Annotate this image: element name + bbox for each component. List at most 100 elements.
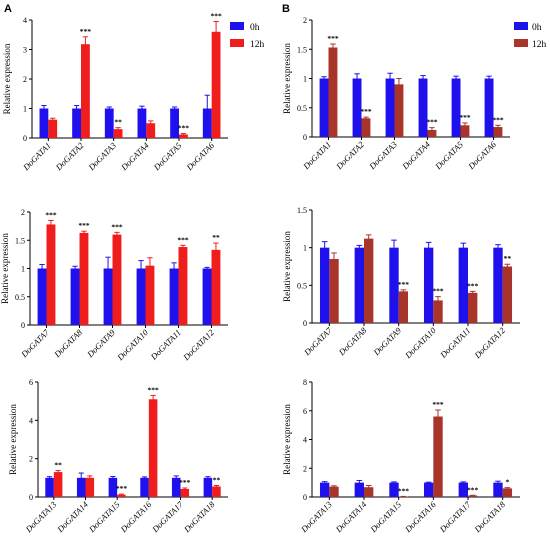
x-tick-label: DoGATA3	[366, 139, 398, 171]
y-axis-title: Relative expression	[0, 233, 10, 304]
x-tick-label: DoGATA14	[333, 499, 369, 535]
significance-label: ***	[210, 11, 222, 20]
y-tick-label: 0	[29, 493, 33, 502]
bar-12h	[53, 472, 63, 497]
y-axis-title: Relative expression	[282, 231, 292, 302]
bar-12h	[148, 399, 158, 497]
bar-12h	[460, 125, 470, 137]
y-axis-title: Relative expression	[282, 43, 292, 114]
bar-0h	[423, 247, 434, 323]
bar-0h	[319, 247, 330, 323]
significance-label: ***	[78, 221, 90, 230]
x-tick-label: DoGATA1	[20, 140, 52, 172]
bar-0h	[203, 477, 213, 497]
significance-label: ***	[179, 478, 191, 487]
x-tick-label: DoGATA17	[149, 499, 185, 535]
significance-label: **	[54, 461, 62, 470]
x-tick-label: DoGATA4	[118, 140, 151, 173]
bar-12h	[178, 247, 188, 325]
y-tick-label: 0.5	[297, 281, 307, 290]
bar-0h	[354, 247, 364, 323]
y-tick-label: 1	[21, 265, 25, 274]
bar-12h	[180, 488, 190, 497]
legend-b: 0h 12h	[514, 22, 547, 50]
bar-0h	[70, 268, 80, 325]
significance-label: **	[504, 254, 512, 263]
bar-0h	[319, 78, 329, 137]
x-tick-label: DoGATA7	[18, 327, 51, 360]
bar-0h	[423, 482, 434, 497]
significance-label: ***	[360, 107, 372, 116]
y-axis-title: Relative expression	[2, 43, 12, 114]
y-tick-label: 0	[23, 134, 27, 143]
bar-0h	[389, 247, 399, 323]
bar-12h	[117, 494, 126, 497]
bar-12h	[146, 123, 156, 138]
y-tick-label: 2	[21, 208, 25, 217]
significance-label: ***	[398, 280, 410, 289]
bar-12h	[468, 495, 478, 497]
bar-12h	[361, 118, 371, 137]
x-tick-label: DoGATA5	[151, 140, 183, 172]
x-tick-label: DoGATA17	[437, 499, 473, 535]
x-tick-label: DoGATA4	[399, 139, 432, 172]
bar-0h	[352, 78, 362, 137]
bar-0h	[202, 268, 212, 325]
bar-12h	[48, 119, 58, 138]
bar-0h	[76, 477, 86, 497]
bar-0h	[39, 108, 49, 138]
x-tick-label: DoGATA14	[54, 499, 90, 535]
x-tick-label: DoGATA16	[402, 499, 438, 535]
bar-12h	[79, 232, 89, 325]
bar-12h	[493, 127, 503, 137]
y-tick-label: 1	[303, 244, 307, 253]
bar-12h	[433, 416, 443, 497]
bar-0h	[103, 268, 113, 325]
bar-12h	[502, 266, 513, 323]
bar-0h	[389, 482, 399, 497]
significance-label: ***	[178, 124, 190, 133]
significance-label: ***	[432, 400, 444, 409]
bar-0h	[458, 247, 468, 323]
y-tick-label: 1.5	[297, 206, 307, 215]
bar-12h	[329, 486, 339, 497]
bar-12h	[433, 300, 443, 323]
y-tick-label: 2	[23, 75, 27, 84]
y-tick-label: 0.5	[297, 104, 307, 113]
legend-a: 0h 12h	[230, 22, 265, 50]
significance-label: ***	[80, 27, 92, 36]
y-tick-label: 1	[23, 105, 27, 114]
y-tick-label: 0.5	[15, 293, 25, 302]
x-tick-label: DoGATA6	[184, 140, 217, 173]
panel-label-b: B	[282, 3, 290, 15]
x-tick-label: DoGATA1	[300, 139, 332, 171]
chart-b-bot: 0 2 4 6 8 Relative expression DoGATA13 DoGATA14…	[282, 378, 520, 535]
significance-label: ***	[116, 484, 128, 493]
bar-0h	[37, 268, 47, 325]
x-tick-label: DoGATA8	[51, 327, 84, 360]
bar-12h	[81, 44, 90, 138]
y-tick-label: 0	[303, 493, 307, 502]
x-tick-label: DoGATA12	[472, 325, 508, 361]
x-tick-label: DoGATA11	[148, 327, 183, 362]
y-tick-label: 1	[303, 75, 307, 84]
legend-label-0h-b: 0h	[532, 23, 542, 33]
x-tick-label: DoGATA9	[371, 325, 404, 358]
significance-label: **	[212, 233, 220, 242]
significance-label: ***	[426, 118, 438, 127]
bar-12h	[112, 234, 122, 325]
y-tick-label: 6	[29, 378, 33, 387]
bar-0h	[169, 268, 179, 325]
significance-label: *	[505, 478, 509, 487]
bar-0h	[202, 108, 212, 138]
y-tick-label: 4	[23, 16, 27, 25]
bar-12h	[46, 224, 56, 325]
bar-12h	[329, 258, 339, 323]
x-tick-label: DoGATA2	[53, 140, 86, 173]
y-tick-label: 0	[21, 321, 25, 330]
y-axis-title: Relative expression	[8, 404, 18, 475]
significance-label: ***	[327, 34, 339, 43]
significance-label: ***	[432, 287, 444, 296]
significance-label: ***	[467, 281, 479, 290]
